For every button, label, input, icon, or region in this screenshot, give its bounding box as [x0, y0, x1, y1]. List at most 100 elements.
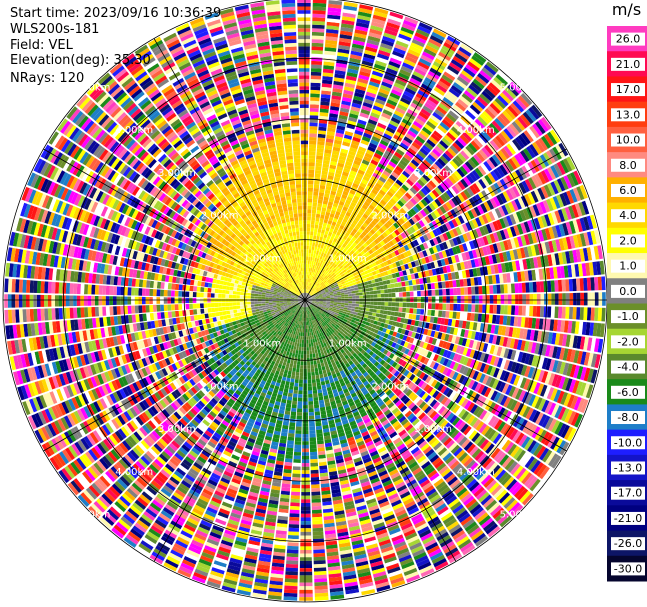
velocity-gate: [383, 310, 388, 315]
velocity-gate: [364, 314, 369, 319]
velocity-gate: [506, 227, 514, 238]
velocity-gate: [515, 294, 519, 305]
velocity-gate: [404, 192, 413, 200]
velocity-gate: [297, 20, 311, 25]
velocity-gate: [299, 100, 309, 105]
velocity-gate: [479, 352, 486, 362]
velocity-gate: [390, 283, 395, 289]
velocity-gate: [440, 317, 446, 325]
velocity-gate: [543, 306, 548, 318]
velocity-gate: [530, 159, 540, 173]
velocity-gate: [311, 60, 323, 66]
velocity-gate: [322, 297, 327, 299]
velocity-gate: [312, 21, 325, 26]
velocity-gate: [333, 300, 338, 303]
velocity-gate: [540, 215, 548, 228]
velocity-gate: [349, 244, 355, 250]
velocity-gate: [310, 227, 314, 232]
velocity-gate: [490, 390, 498, 401]
velocity-gate: [391, 302, 396, 307]
velocity-gate: [329, 294, 334, 297]
velocity-gate: [342, 190, 349, 196]
velocity-gate: [324, 308, 329, 311]
velocity-gate: [309, 332, 312, 336]
velocity-gate: [372, 324, 377, 329]
velocity-gate: [361, 60, 374, 67]
velocity-gate: [432, 28, 447, 38]
velocity-gate: [488, 82, 501, 94]
velocity-gate: [590, 246, 596, 261]
velocity-gate: [572, 335, 579, 349]
velocity-gate: [397, 312, 403, 318]
velocity-gate: [342, 326, 347, 331]
velocity-gate: [326, 295, 331, 298]
velocity-gate: [585, 384, 594, 399]
velocity-gate: [443, 273, 449, 281]
velocity-gate: [345, 250, 350, 256]
velocity-gate: [448, 343, 455, 351]
velocity-gate: [386, 147, 395, 155]
velocity-gate: [500, 263, 507, 273]
velocity-gate: [345, 281, 350, 286]
velocity-gate: [496, 368, 504, 380]
velocity-gate: [393, 337, 399, 344]
velocity-gate: [313, 404, 320, 409]
velocity-gate: [481, 176, 490, 188]
velocity-gate: [416, 229, 423, 237]
velocity-gate: [560, 391, 569, 405]
velocity-gate: [551, 239, 558, 253]
velocity-gate: [374, 129, 384, 136]
velocity-gate: [312, 382, 317, 387]
velocity-gate: [552, 360, 559, 373]
velocity-gate: [535, 121, 546, 135]
velocity-gate: [307, 386, 313, 391]
velocity-gate: [474, 331, 480, 341]
velocity-gate: [375, 313, 380, 318]
velocity-gate: [315, 425, 323, 430]
velocity-gate: [585, 322, 591, 336]
velocity-gate: [309, 335, 313, 340]
velocity-gate: [331, 258, 336, 263]
velocity-gate: [328, 239, 333, 245]
velocity-gate: [439, 155, 449, 165]
velocity-gate: [368, 222, 375, 229]
velocity-gate: [400, 65, 413, 74]
velocity-gate: [570, 264, 576, 278]
velocity-gate: [310, 89, 321, 94]
velocity-gate: [301, 151, 308, 156]
velocity-gate: [432, 163, 441, 172]
velocity-gate: [446, 350, 452, 359]
velocity-gate: [402, 377, 409, 385]
velocity-gate: [375, 214, 382, 221]
velocity-gate: [340, 294, 345, 297]
velocity-gate: [414, 213, 421, 222]
velocity-gate: [391, 288, 396, 293]
velocity-gate: [567, 265, 573, 278]
velocity-gate: [472, 183, 481, 193]
velocity-gate: [335, 256, 341, 262]
velocity-gate: [394, 307, 399, 312]
velocity-gate: [400, 26, 415, 35]
velocity-gate: [317, 199, 323, 204]
velocity-gate: [573, 292, 577, 306]
velocity-gate: [369, 229, 376, 235]
velocity-gate: [468, 339, 475, 349]
velocity-gate: [343, 5, 358, 11]
velocity-gate: [338, 284, 343, 288]
velocity-gate: [480, 163, 490, 174]
velocity-gate: [322, 167, 329, 172]
velocity-gate: [554, 253, 560, 266]
velocity-gate: [334, 139, 342, 145]
velocity-gate: [482, 364, 490, 374]
velocity-gate: [337, 244, 342, 249]
velocity-gate: [298, 49, 310, 54]
velocity-gate: [371, 316, 376, 321]
velocity-gate: [487, 172, 496, 184]
velocity-gate: [361, 258, 367, 264]
velocity-gate: [348, 113, 359, 119]
velocity-gate: [494, 117, 505, 130]
velocity-gate: [370, 21, 385, 29]
velocity-gate: [424, 270, 430, 277]
velocity-gate: [494, 325, 500, 335]
velocity-gate: [331, 241, 336, 246]
